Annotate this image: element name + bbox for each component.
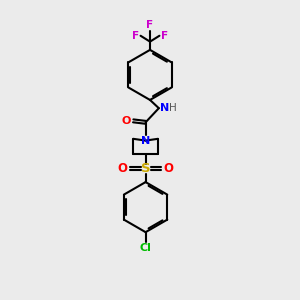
Text: N: N (160, 103, 169, 113)
Text: F: F (132, 31, 140, 41)
Text: N: N (141, 136, 150, 146)
Text: O: O (164, 162, 174, 175)
Text: H: H (169, 103, 177, 113)
Text: S: S (141, 162, 150, 175)
Text: O: O (117, 162, 127, 175)
Text: Cl: Cl (140, 243, 152, 253)
Text: O: O (122, 116, 131, 126)
Text: F: F (146, 20, 154, 30)
Text: F: F (160, 31, 168, 41)
